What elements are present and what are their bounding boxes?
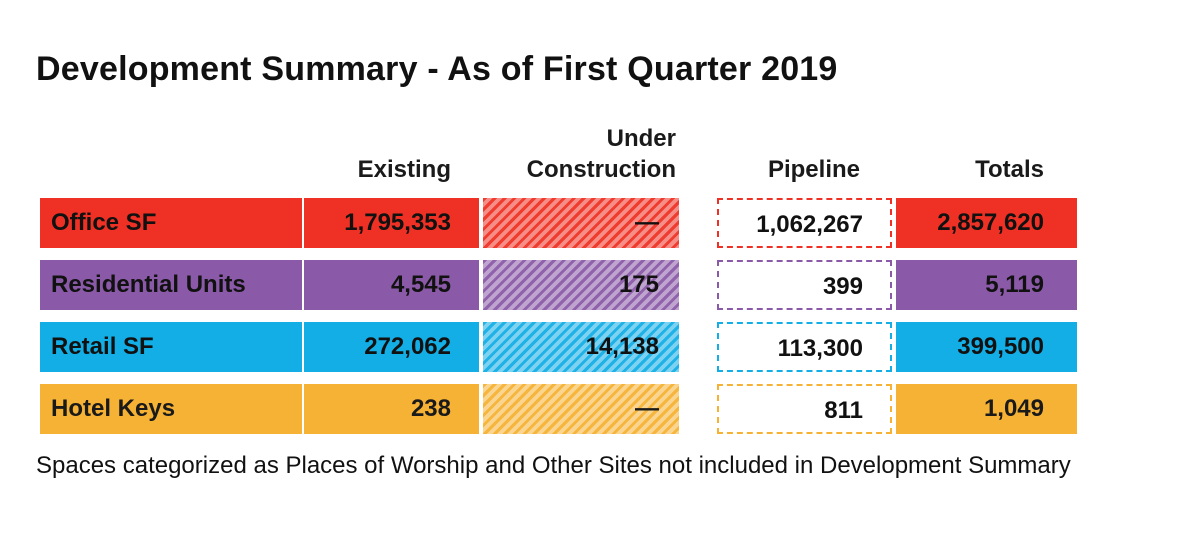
row-label: Office SF [40,198,302,248]
cell-total: 5,119 [896,260,1077,310]
column-header-totals: Totals [896,154,1077,185]
cell-pipeline: 1,062,267 [717,198,892,248]
column-header-existing: Existing [304,154,479,185]
header-line: Pipeline [767,156,860,183]
header-line-2: Construction [526,156,676,183]
footnote: Spaces categorized as Places of Worship … [36,452,1071,479]
table-row-office: Office SF 1,795,353 — 1,062,267 2,857,62… [40,198,1080,248]
page-title: Development Summary - As of First Quarte… [36,50,838,88]
header-line: Existing [357,156,451,183]
cell-under-construction: — [483,384,679,434]
cell-existing: 1,795,353 [304,198,479,248]
cell-total: 399,500 [896,322,1077,372]
cell-existing: 272,062 [304,322,479,372]
cell-pipeline: 113,300 [717,322,892,372]
cell-under-construction: 175 [483,260,679,310]
row-label: Hotel Keys [40,384,302,434]
cell-under-construction: 14,138 [483,322,679,372]
row-label: Retail SF [40,322,302,372]
table-row-residential: Residential Units 4,545 175 399 5,119 [40,260,1080,310]
cell-total: 2,857,620 [896,198,1077,248]
cell-pipeline: 811 [717,384,892,434]
column-header-under-construction: Under Construction [483,123,679,185]
cell-pipeline: 399 [717,260,892,310]
table-row-retail: Retail SF 272,062 14,138 113,300 399,500 [40,322,1080,372]
header-line: Totals [975,156,1044,183]
cell-total: 1,049 [896,384,1077,434]
cell-existing: 4,545 [304,260,479,310]
cell-existing: 238 [304,384,479,434]
table-row-hotel: Hotel Keys 238 — 811 1,049 [40,384,1080,434]
cell-under-construction: — [483,198,679,248]
header-line-1: Under [606,125,676,152]
column-header-pipeline: Pipeline [717,154,892,185]
row-label: Residential Units [40,260,302,310]
